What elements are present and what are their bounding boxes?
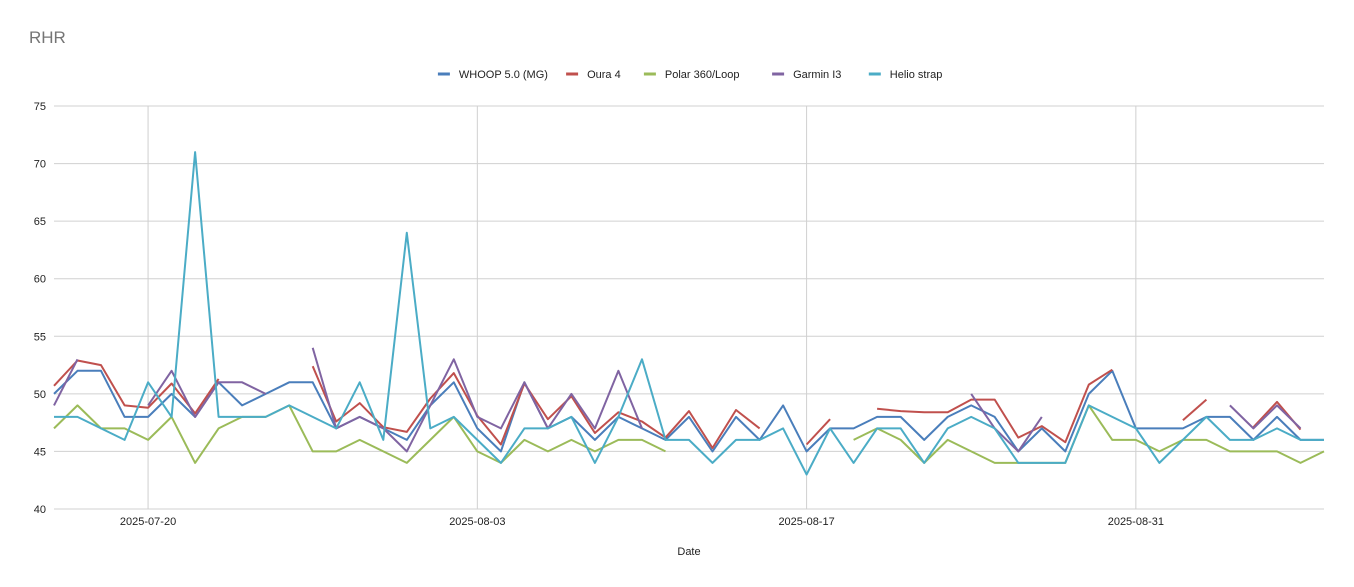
grid-lines bbox=[54, 105, 1324, 510]
x-tick-label: 2025-07-20 bbox=[120, 516, 176, 528]
legend-label: Helio strap bbox=[890, 69, 943, 81]
series-line-segment bbox=[147, 369, 267, 418]
y-tick-label: 40 bbox=[34, 504, 46, 516]
x-tick-label: 2025-08-03 bbox=[449, 516, 505, 528]
series-polar-360-loop bbox=[53, 404, 1325, 464]
chart-title: RHR bbox=[29, 28, 66, 47]
series-line-segment bbox=[53, 358, 79, 406]
series-line-segment bbox=[853, 404, 1325, 464]
series-helio-strap bbox=[54, 151, 1324, 476]
y-tick-label: 60 bbox=[34, 274, 46, 286]
series-line-segment bbox=[877, 368, 1113, 444]
legend-item: WHOOP 5.0 (MG) bbox=[437, 69, 548, 81]
y-tick-label: 75 bbox=[34, 101, 46, 113]
series-line-segment bbox=[53, 404, 666, 464]
series-line-segment bbox=[311, 347, 643, 453]
axes: 40 45 50 55 60 65 70 75 2025-07-20 2025-08-03 2025… bbox=[34, 101, 1164, 558]
x-tick-label: 2025-08-17 bbox=[778, 516, 834, 528]
series-lines bbox=[53, 151, 1325, 476]
legend-label: WHOOP 5.0 (MG) bbox=[459, 69, 548, 81]
legend-label: Polar 360/Loop bbox=[665, 69, 740, 81]
series-line-segment bbox=[54, 151, 1324, 476]
legend-item: Garmin I3 bbox=[772, 69, 841, 81]
series-line-segment bbox=[311, 365, 761, 449]
legend-item: Oura 4 bbox=[566, 69, 621, 81]
y-tick-label: 45 bbox=[34, 446, 46, 458]
x-tick-label: 2025-08-31 bbox=[1108, 516, 1164, 528]
series-line-segment bbox=[970, 393, 1043, 453]
y-tick-label: 55 bbox=[34, 331, 46, 343]
series-line-segment bbox=[1229, 404, 1302, 430]
y-tick-label: 65 bbox=[34, 216, 46, 228]
legend-label: Garmin I3 bbox=[793, 69, 841, 81]
y-tick-label: 50 bbox=[34, 389, 46, 401]
legend-label: Oura 4 bbox=[587, 69, 621, 81]
legend-item: Helio strap bbox=[868, 69, 943, 81]
legend-item: Polar 360/Loop bbox=[643, 69, 740, 81]
legend: WHOOP 5.0 (MG) Oura 4 Polar 360/Loop Garmin… bbox=[437, 69, 943, 81]
series-line-segment bbox=[805, 418, 831, 446]
x-axis-title: Date bbox=[677, 546, 700, 558]
y-tick-label: 70 bbox=[34, 159, 46, 171]
series-line-segment bbox=[1182, 398, 1208, 422]
series-garmin-i3 bbox=[53, 347, 1302, 453]
